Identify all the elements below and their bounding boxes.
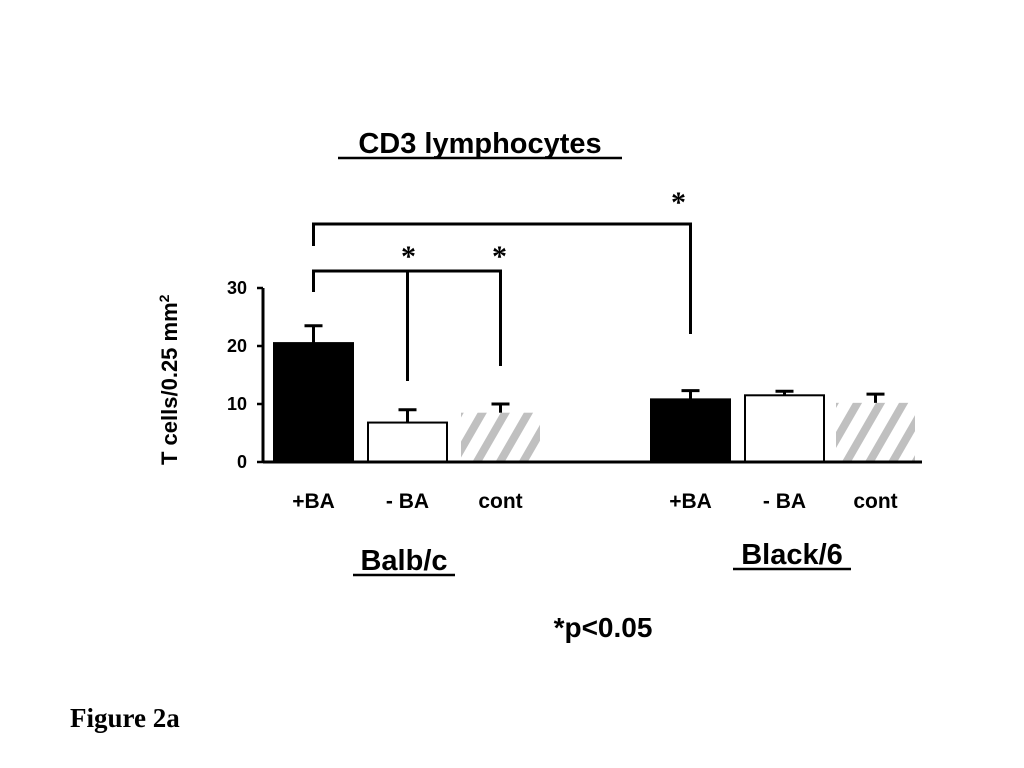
bar-black6-1 bbox=[744, 394, 825, 463]
group-labels: Balb/c Black/6 bbox=[353, 539, 851, 577]
group-label-1: Black/6 bbox=[741, 539, 843, 571]
category-label-1: - BA bbox=[386, 490, 429, 513]
bar-balbc-0 bbox=[273, 342, 354, 464]
category-label-2: cont bbox=[478, 490, 522, 513]
significance-layer: * * * bbox=[312, 186, 692, 381]
y-tick-label-1: 10 bbox=[227, 394, 247, 414]
chart-title: CD3 lymphocytes bbox=[358, 128, 601, 160]
category-label-4: - BA bbox=[763, 490, 806, 513]
significance-star-0: * bbox=[401, 240, 416, 273]
error-bar-layer bbox=[304, 324, 885, 423]
y-tick-label-0: 0 bbox=[237, 452, 247, 472]
y-axis-label: T cells/0.25 mm2 bbox=[156, 294, 182, 465]
category-label-3: +BA bbox=[669, 490, 712, 513]
axes bbox=[261, 288, 922, 464]
category-label-5: cont bbox=[853, 490, 897, 513]
figure-caption: Figure 2a bbox=[70, 703, 180, 733]
bar-layer bbox=[273, 342, 915, 464]
bar-balbc-2 bbox=[461, 412, 540, 462]
bar-balbc-1 bbox=[367, 421, 448, 463]
significance-star-2: * bbox=[671, 186, 686, 219]
category-label-0: +BA bbox=[292, 490, 335, 513]
significance-star-1: * bbox=[492, 240, 507, 273]
y-tick-label-2: 20 bbox=[227, 336, 247, 356]
y-ticks: 0 10 20 30 bbox=[227, 278, 263, 472]
bar-black6-0 bbox=[650, 398, 731, 463]
significance-note: *p<0.05 bbox=[554, 612, 653, 643]
bar-black6-2 bbox=[836, 402, 915, 462]
group-label-0: Balb/c bbox=[360, 545, 447, 577]
category-labels: +BA - BA cont +BA - BA cont bbox=[292, 490, 897, 513]
y-tick-label-3: 30 bbox=[227, 278, 247, 298]
bracket-strain bbox=[312, 222, 692, 334]
